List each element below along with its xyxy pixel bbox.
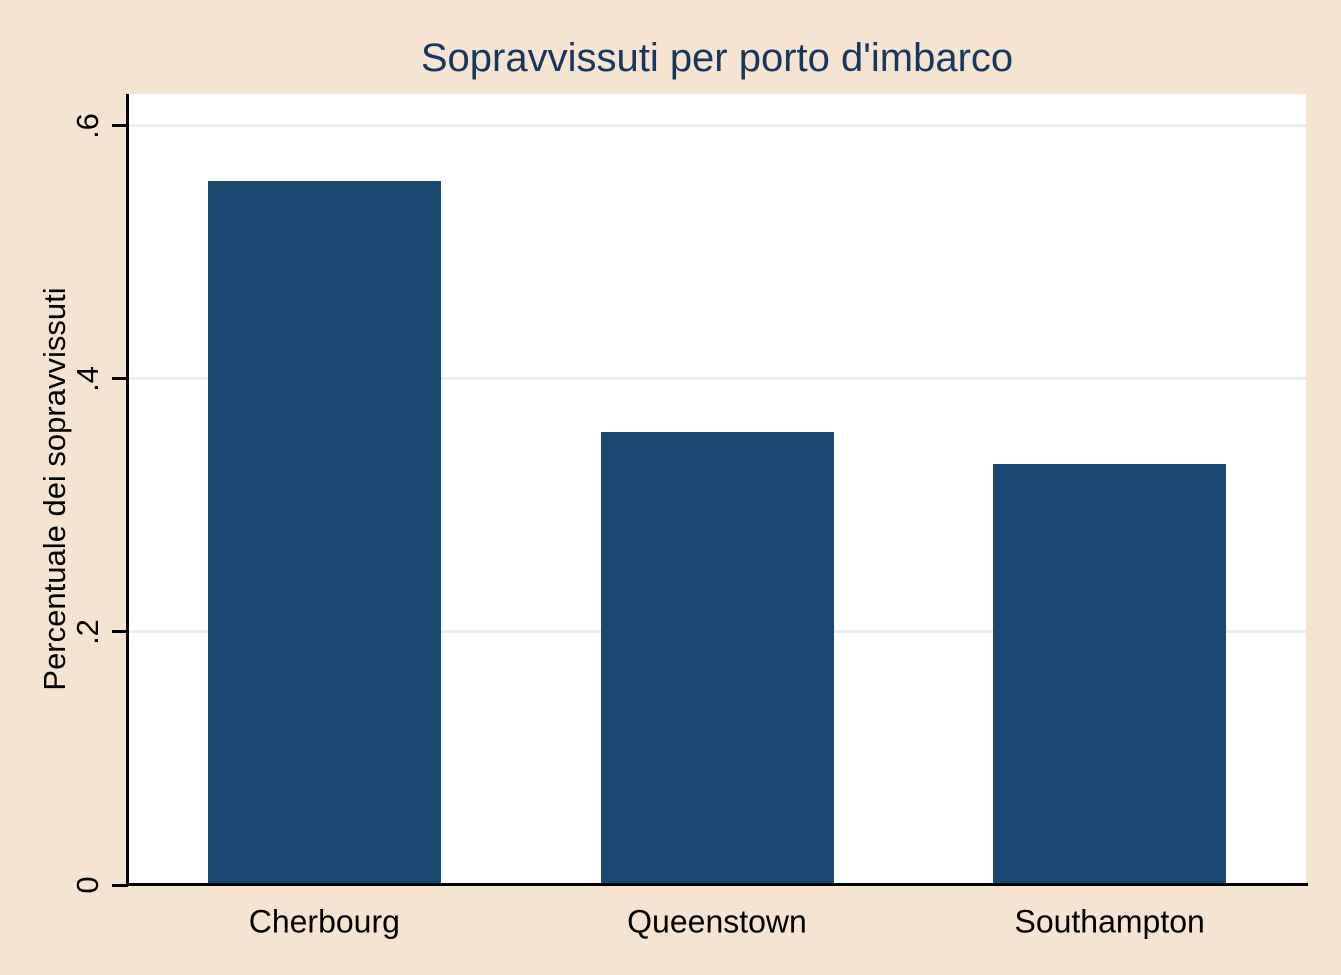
x-category-label: Cherbourg bbox=[248, 903, 400, 940]
y-tick-label: 0 bbox=[70, 876, 105, 894]
y-axis-title: Percentuale dei sopravvissuti bbox=[37, 287, 72, 691]
y-tick bbox=[112, 883, 128, 887]
bar-southampton bbox=[993, 463, 1227, 885]
bar-queenstown bbox=[600, 431, 834, 885]
gridline bbox=[128, 377, 1306, 381]
x-axis-line bbox=[126, 883, 1308, 886]
x-category-label: Southampton bbox=[1014, 903, 1205, 940]
y-tick-label: .6 bbox=[70, 112, 105, 139]
gridline bbox=[128, 124, 1306, 128]
chart-title: Sopravvissuti per porto d'imbarco bbox=[420, 36, 1014, 80]
bar-cherbourg bbox=[207, 181, 441, 885]
y-tick-label: .2 bbox=[70, 618, 105, 645]
y-tick-label: .4 bbox=[70, 365, 105, 392]
y-tick bbox=[112, 377, 128, 381]
y-tick bbox=[112, 630, 128, 634]
y-axis-line bbox=[126, 94, 129, 885]
x-category-label: Queenstown bbox=[627, 903, 807, 940]
y-tick bbox=[112, 124, 128, 128]
plot-area bbox=[128, 94, 1306, 885]
